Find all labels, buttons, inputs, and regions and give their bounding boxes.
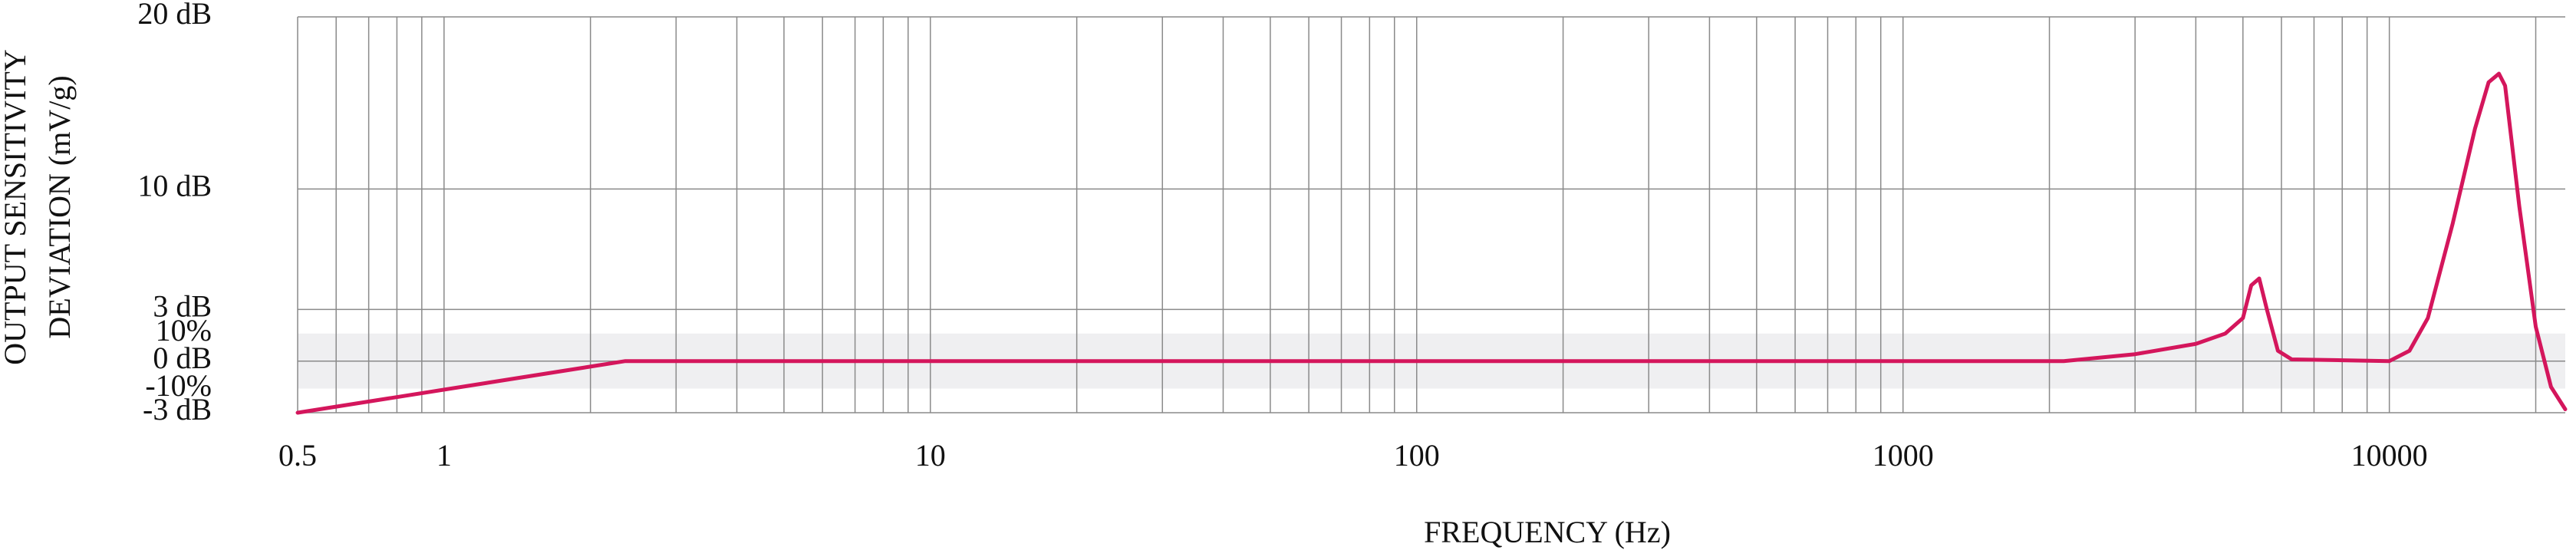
y-tick-label: 10% (156, 313, 212, 348)
y-tick-label: 0 dB (153, 341, 212, 375)
y-tick-label: 10 dB (137, 169, 212, 203)
y-axis-title-line: OUTPUT SENSITIVITY (0, 49, 32, 364)
y-tick-label: 20 dB (137, 0, 212, 31)
y-axis-title: OUTPUT SENSITIVITY DEVIATION (mV/g) (0, 49, 77, 364)
x-axis-title: FREQUENCY (Hz) (1424, 515, 1671, 549)
y-axis-title-line: DEVIATION (mV/g) (42, 75, 77, 338)
x-tick-label: 10 (915, 438, 946, 473)
x-tick-label: 1 (436, 438, 452, 473)
response-line (295, 71, 2568, 415)
y-tick-label: 3 dB (153, 289, 212, 324)
x-tick-label: 10000 (2351, 438, 2428, 473)
y-tick-label: -10% (145, 368, 212, 403)
x-tick-label: 100 (1394, 438, 1440, 473)
y-tick-label: -3 dB (143, 392, 212, 427)
x-tick-label: 0.5 (278, 438, 317, 473)
x-tick-label: 1000 (1873, 438, 1934, 473)
